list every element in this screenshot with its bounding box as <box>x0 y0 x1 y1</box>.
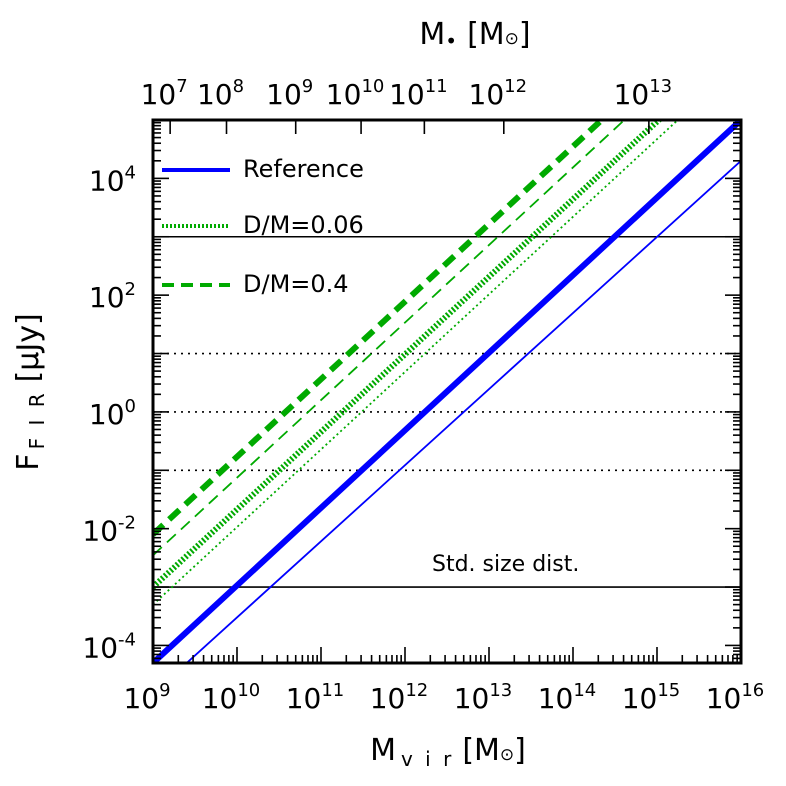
series-line-2 <box>153 120 664 590</box>
x-tick-label: 109 <box>123 680 170 715</box>
size-dist-annotation: Std. size dist. <box>432 552 579 577</box>
y-tick-label: 10-4 <box>82 629 136 664</box>
x-tick-label: 1016 <box>706 680 765 715</box>
top-tick-label: 1012 <box>469 76 528 111</box>
series-lines <box>153 120 741 663</box>
legend-label-dm006: D/M=0.06 <box>243 211 364 239</box>
x-tick-label: 1013 <box>454 680 513 715</box>
series-line-4 <box>153 120 607 537</box>
y-tick-label: 10-2 <box>82 513 136 548</box>
x-tick-label: 1014 <box>538 680 597 715</box>
legend-label-reference: Reference <box>243 155 364 183</box>
legend-label-dm04: D/M=0.4 <box>243 270 349 298</box>
y-tick-label: 104 <box>89 162 136 197</box>
x-tick-label: 1010 <box>202 680 261 715</box>
legend: Reference D/M=0.06 D/M=0.4 <box>162 155 364 298</box>
x-tick-label: 1011 <box>286 680 345 715</box>
series-line-0 <box>153 120 741 663</box>
tick-labels: 109 1010 1011 1012 1013 1014 1015 101610-410-21… <box>82 76 764 715</box>
x-tick-label: 1012 <box>370 680 429 715</box>
series-line-1 <box>185 160 741 663</box>
top-tick-label: 109 <box>266 76 313 111</box>
top-tick-label: 1013 <box>614 76 673 111</box>
top-tick-label: 1010 <box>326 76 385 111</box>
plot-frame <box>151 118 743 665</box>
y-tick-label: 102 <box>89 279 136 314</box>
x-tick-label: 1015 <box>622 680 681 715</box>
top-tick-label: 1011 <box>389 76 448 111</box>
top-tick-label: 108 <box>197 76 244 111</box>
series-line-5 <box>153 120 626 556</box>
y-axis-title: FF I R[μJy] <box>11 313 49 470</box>
top-axis-title: M• [M⊙] <box>419 17 530 53</box>
y-tick-label: 100 <box>89 396 136 431</box>
series-line-3 <box>153 120 680 606</box>
reference-lines <box>153 235 741 588</box>
top-tick-label: 107 <box>141 76 188 111</box>
